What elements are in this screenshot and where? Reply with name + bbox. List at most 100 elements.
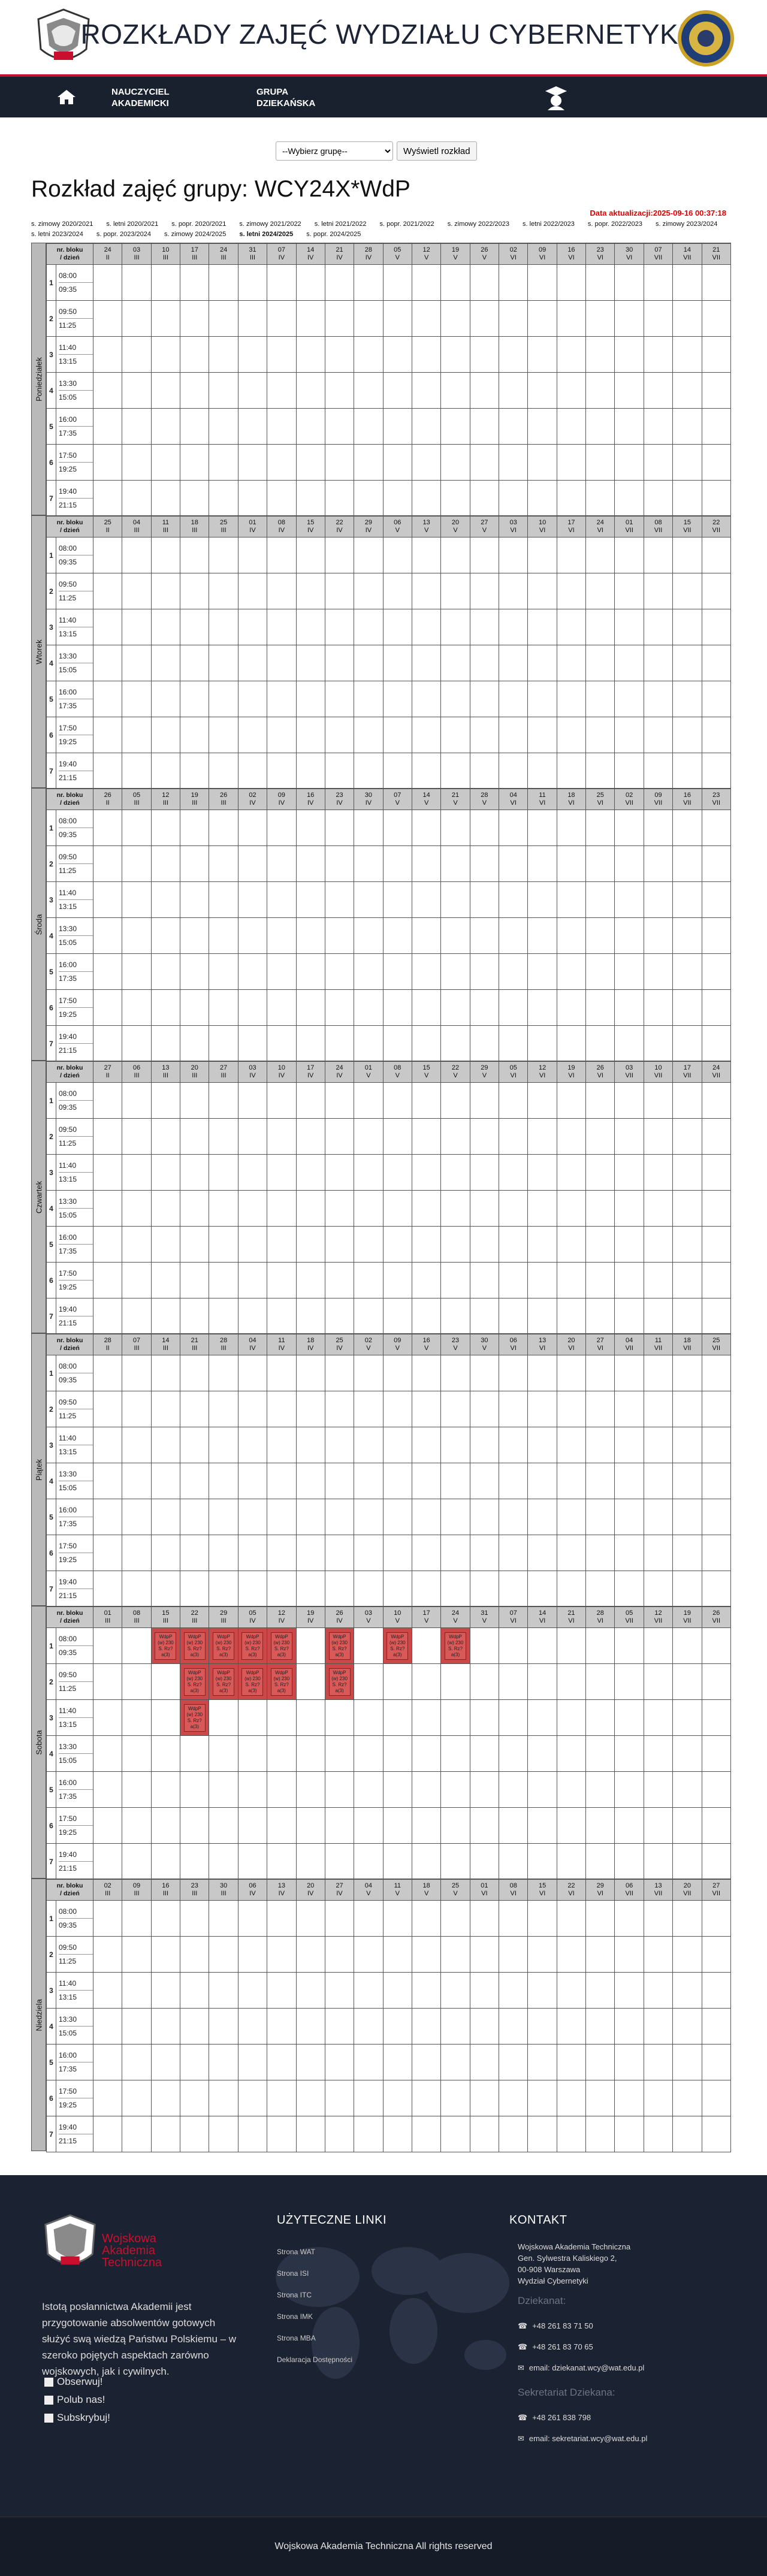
- semester-link[interactable]: s. zimowy 2020/2021: [31, 221, 93, 228]
- schedule-slot: [267, 1082, 297, 1119]
- schedule-slot: [527, 1936, 557, 1973]
- lesson-entry[interactable]: WdpP (w) 230 S. Rz?a(3): [386, 1632, 409, 1660]
- date-day: 14: [538, 1609, 546, 1617]
- schedule-slot: [180, 1226, 210, 1263]
- block-start: 13:30: [59, 922, 93, 936]
- schedule-slot: [324, 1262, 355, 1298]
- schedule-slot: [209, 408, 238, 445]
- lesson-entry[interactable]: WdpP (w) 230 S. Rz?a(3): [241, 1632, 264, 1660]
- schedule-slot: [122, 1463, 152, 1499]
- link-isi[interactable]: Strona ISI: [277, 2269, 309, 2278]
- lesson-entry[interactable]: WdpP (w) 230 S. Rz?a(3): [183, 1632, 206, 1660]
- nav-group-link[interactable]: GRUPA DZIEKAŃSKA: [256, 86, 315, 109]
- semester-link[interactable]: s. popr. 2023/2024: [96, 231, 151, 238]
- lesson-entry[interactable]: WdpP (w) 230 S. Rz?a(3): [155, 1632, 177, 1660]
- schedule-slot: [122, 1535, 152, 1571]
- date-day: 07: [132, 1337, 141, 1344]
- schedule-slot: [556, 2044, 587, 2080]
- schedule-slot: [93, 372, 123, 409]
- semester-link[interactable]: s. popr. 2022/2023: [587, 221, 643, 228]
- wat-eagle-logo[interactable]: [34, 7, 93, 70]
- sec-phone[interactable]: ☎ +48 261 838 798: [518, 2407, 709, 2428]
- schedule-slot: [469, 1900, 500, 1937]
- dean-phone-1[interactable]: ☎ +48 261 83 71 50: [518, 2315, 709, 2336]
- schedule-slot: [237, 681, 268, 717]
- lesson-entry[interactable]: WdpP (w) 230 S. Rz?a(3): [270, 1668, 292, 1696]
- semester-link[interactable]: s. zimowy 2021/2022: [239, 221, 301, 228]
- semester-link[interactable]: s. letni 2021/2022: [314, 221, 367, 228]
- lesson-entry[interactable]: WdpP (w) 230 S. Rz?a(3): [183, 1668, 206, 1696]
- youtube-label: Subskrybuj!: [57, 2412, 110, 2423]
- lesson-entry[interactable]: WdpP (w) 230 S. Rz?a(3): [213, 1668, 235, 1696]
- semester-link[interactable]: s. letni 2022/2023: [523, 221, 575, 228]
- block-number: 6: [46, 1807, 56, 1844]
- site-title: ROZKŁADY ZAJĘĆ WYDZIAŁU CYBERNETYKI: [80, 19, 687, 50]
- lesson-entry[interactable]: WdpP (w) 230 S. Rz?a(3): [213, 1632, 235, 1660]
- date-header: 14 VII: [672, 243, 702, 265]
- lesson-entry[interactable]: WdpP (w) 230 S. Rz?a(3): [183, 1704, 206, 1732]
- semester-link[interactable]: s. zimowy 2023/2024: [656, 221, 718, 228]
- semester-link[interactable]: s. letni 2024/2025: [239, 231, 294, 238]
- link-itc[interactable]: Strona ITC: [277, 2291, 312, 2299]
- date-month: III: [249, 254, 256, 261]
- schedule-slot: [295, 1025, 325, 1062]
- schedule-slot: [469, 1972, 500, 2009]
- schedule-slot: [209, 336, 238, 373]
- home-icon[interactable]: [56, 89, 77, 105]
- date-month: V: [424, 799, 429, 807]
- semester-link[interactable]: s. letni 2023/2024: [31, 231, 83, 238]
- date-month: VI: [539, 1345, 546, 1352]
- semester-link[interactable]: s. zimowy 2022/2023: [447, 221, 510, 228]
- schedule-slot: [672, 917, 702, 954]
- link-wat[interactable]: Strona WAT: [277, 2248, 316, 2256]
- block-number: 3: [46, 336, 56, 373]
- lesson-entry[interactable]: WdpP (w) 230 S. Rz?a(3): [328, 1668, 351, 1696]
- facebook-link[interactable]: Polub nas!: [44, 2391, 110, 2409]
- schedule-slot: [267, 681, 297, 717]
- schedule-slot: [701, 1843, 732, 1880]
- schedule-slot: [209, 917, 238, 954]
- semester-link[interactable]: s. popr. 2021/2022: [379, 221, 434, 228]
- dean-phone-2[interactable]: ☎ +48 261 83 70 65: [518, 2336, 709, 2357]
- sec-email[interactable]: ✉ email: sekretariat.wcy@wat.edu.pl: [518, 2428, 709, 2449]
- semester-link[interactable]: s. zimowy 2024/2025: [164, 231, 227, 238]
- semester-link[interactable]: s. letni 2020/2021: [106, 221, 159, 228]
- link-imk[interactable]: Strona IMK: [277, 2312, 313, 2321]
- schedule-slot: [237, 1154, 268, 1191]
- schedule-slot: [643, 336, 674, 373]
- group-select[interactable]: --Wybierz grupę--: [276, 141, 393, 161]
- youtube-link[interactable]: Subskrybuj!: [44, 2409, 110, 2427]
- student-icon[interactable]: [543, 84, 569, 110]
- date-header: 28 III: [209, 1334, 238, 1355]
- nav-teacher-link[interactable]: NAUCZYCIEL AKADEMICKI: [111, 86, 170, 109]
- block-row: 5 16:00 17:35: [46, 681, 732, 717]
- dean-email[interactable]: ✉ email: dziekanat.wcy@wat.edu.pl: [518, 2357, 709, 2378]
- schedule-slot: [209, 845, 238, 882]
- date-month: VII: [625, 1617, 633, 1624]
- schedule-slot: [701, 372, 732, 409]
- link-mba[interactable]: Strona MBA: [277, 2334, 316, 2342]
- date-month: IV: [249, 1072, 256, 1079]
- link-accessibility[interactable]: Deklaracja Dostępności: [277, 2355, 353, 2364]
- schedule-slot: [209, 372, 238, 409]
- schedule-slot: [643, 1355, 674, 1391]
- schedule-slot: [209, 1972, 238, 2009]
- date-day: 24: [451, 1609, 460, 1617]
- schedule-slot: [180, 2008, 210, 2045]
- semester-link[interactable]: s. popr. 2020/2021: [171, 221, 227, 228]
- schedule-slot: [527, 989, 557, 1026]
- lesson-entry[interactable]: WdpP (w) 230 S. Rz?a(3): [328, 1632, 351, 1660]
- block-hours: 11:40 13:15: [55, 1427, 94, 1463]
- semester-link[interactable]: s. popr. 2024/2025: [306, 231, 361, 238]
- date-month: VI: [626, 254, 633, 261]
- schedule-slot: [499, 810, 529, 846]
- lesson-entry[interactable]: WdpP (w) 230 S. Rz?a(3): [445, 1632, 466, 1660]
- schedule-slot: [556, 1463, 587, 1499]
- schedule-slot: [354, 1571, 384, 1607]
- schedule-slot: [122, 810, 152, 846]
- show-schedule-button[interactable]: Wyświetl rozkład: [397, 141, 477, 161]
- twitter-link[interactable]: Obserwuj!: [44, 2373, 110, 2391]
- lesson-entry[interactable]: WdpP (w) 230 S. Rz?a(3): [241, 1668, 264, 1696]
- block-row: 2 09:50 11:25: [46, 300, 732, 337]
- lesson-entry[interactable]: WdpP (w) 230 S. Rz?a(3): [270, 1632, 292, 1660]
